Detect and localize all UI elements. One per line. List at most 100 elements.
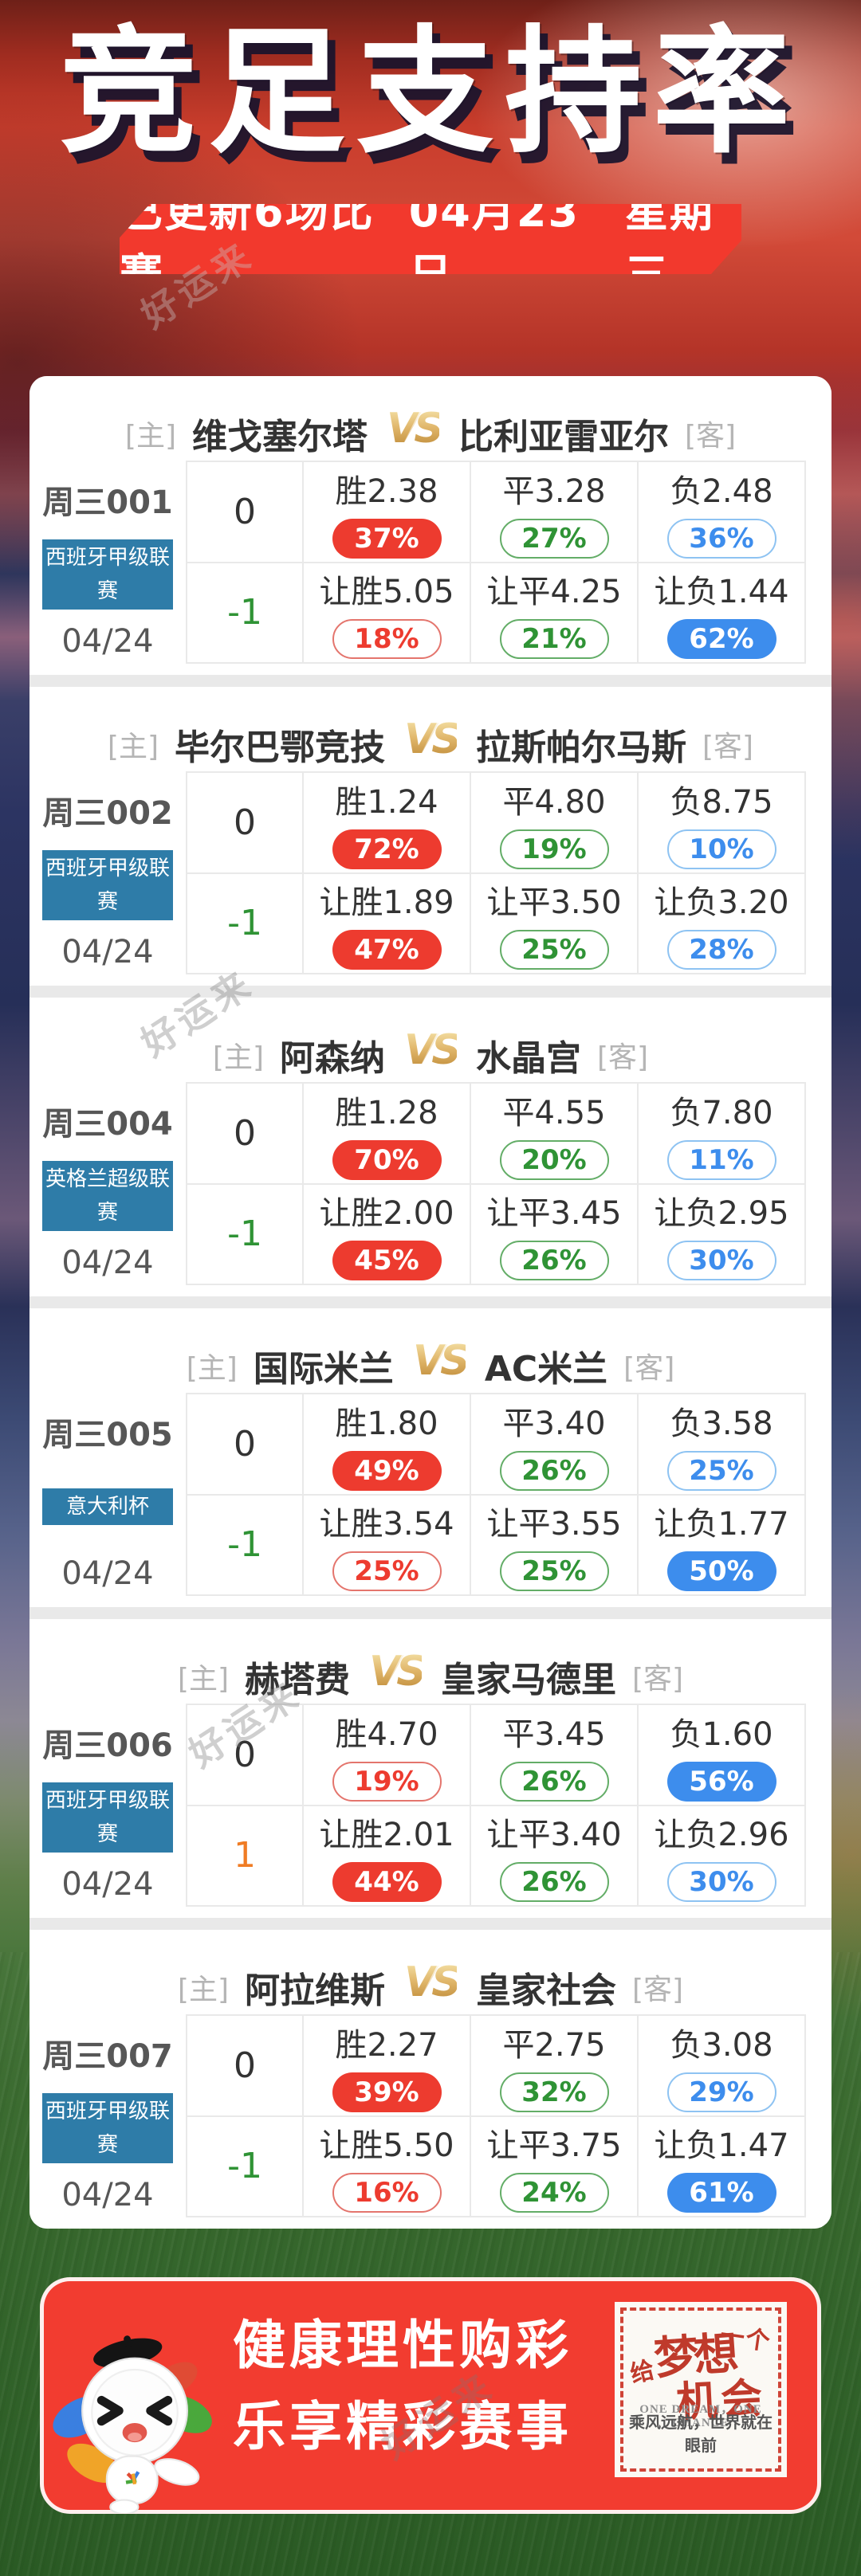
stamp-cal-one: 一个 xyxy=(718,2321,773,2357)
match-header: [主] 毕尔巴鄂竞技 VS 拉斯帕尔马斯 [客] xyxy=(29,687,832,770)
match-card: [主] 维戈塞尔塔 VS 比利亚雷亚尔 [客] 周三001 西班牙甲级联赛 04… xyxy=(29,376,832,675)
match-date: 04/24 xyxy=(61,623,154,660)
odds-cell: 胜2.38 37% xyxy=(302,462,470,562)
odds-cell: 让胜5.50 16% xyxy=(302,2116,470,2216)
support-pct-pill: 25% xyxy=(499,930,609,970)
support-pct-pill: 70% xyxy=(332,1139,442,1180)
odds-cell: 平2.75 32% xyxy=(470,2016,637,2115)
home-team-name: 阿森纳 xyxy=(280,1038,385,1079)
league-badge: 西班牙甲级联赛 xyxy=(42,2093,173,2163)
odds-label: 平3.28 xyxy=(502,472,606,510)
odds-cell: 负3.58 25% xyxy=(637,1394,804,1494)
match-date: 04/24 xyxy=(61,1866,154,1903)
support-pct-pill: 49% xyxy=(332,1450,442,1491)
support-pct-pill: 39% xyxy=(332,2072,442,2112)
odds-label: 让平3.45 xyxy=(486,1195,622,1233)
odds-row: 让胜5.50 16% 让平3.75 24% 让负1.47 61% xyxy=(302,2116,804,2216)
handicap-value: -1 xyxy=(227,2146,262,2187)
support-pct-pill: 56% xyxy=(666,1761,776,1802)
match-info-column: 周三002 西班牙甲级联赛 04/24 xyxy=(29,770,186,986)
odds-cell: 平3.45 26% xyxy=(470,1705,637,1805)
support-pct-pill: 44% xyxy=(332,1862,442,1903)
support-pct-pill: 36% xyxy=(666,518,776,559)
match-info-column: 周三001 西班牙甲级联赛 04/24 xyxy=(29,459,186,675)
dream-stamp-border: 给 梦想 一个 机会 ONE DREAM，ONE CHANCE 乘风远航，世界就… xyxy=(620,2307,781,2472)
odds-label: 让负3.20 xyxy=(654,884,789,922)
home-team-name: 赫塔费 xyxy=(245,1660,350,1700)
odds-label: 平4.80 xyxy=(502,783,606,821)
league-badge: 英格兰超级联赛 xyxy=(42,1161,173,1231)
odds-label: 让平3.75 xyxy=(486,2127,622,2165)
odds-label: 让平3.55 xyxy=(486,1506,622,1543)
odds-label: 让平3.40 xyxy=(486,1817,622,1854)
support-pct-pill: 37% xyxy=(332,518,442,559)
support-pct-pill: 11% xyxy=(666,1139,776,1180)
odds-label: 让平4.25 xyxy=(486,574,622,611)
odds-cell: 胜1.80 49% xyxy=(302,1394,470,1494)
odds-row-container: 0 胜1.24 72% 平4.80 19% 负8.75 10% xyxy=(187,773,804,872)
odds-label: 负2.48 xyxy=(670,472,773,510)
mascot-arm xyxy=(154,2458,200,2486)
odds-label: 负3.58 xyxy=(670,1405,773,1442)
odds-cell: 让负1.47 61% xyxy=(637,2116,804,2216)
match-id: 周三002 xyxy=(42,795,173,832)
odds-row: 胜2.38 37% 平3.28 27% 负2.48 36% xyxy=(302,462,804,562)
odds-cell: 平4.55 20% xyxy=(470,1084,637,1183)
away-tag-label: [客] xyxy=(597,1041,649,1074)
league-badge-slot: 西班牙甲级联赛 xyxy=(42,2081,173,2175)
support-pct-pill: 61% xyxy=(666,2173,776,2213)
league-badge: 西班牙甲级联赛 xyxy=(42,539,173,610)
odds-table: 0 胜1.24 72% 平4.80 19% 负8.75 10% -1 让胜1.8… xyxy=(186,771,806,974)
match-card: [主] 赫塔费 VS 皇家马德里 [客] 周三006 西班牙甲级联赛 04/24… xyxy=(29,1619,832,1918)
match-body: 周三005 意大利杯 04/24 0 胜1.80 49% 平3.40 26% 负… xyxy=(29,1391,832,1607)
match-info-column: 周三005 意大利杯 04/24 xyxy=(29,1391,186,1607)
match-id: 周三001 xyxy=(42,484,173,521)
match-info-column: 周三006 西班牙甲级联赛 04/24 xyxy=(29,1702,186,1918)
match-body: 周三004 英格兰超级联赛 04/24 0 胜1.28 70% 平4.55 20… xyxy=(29,1080,832,1296)
support-pct-pill: 32% xyxy=(499,2072,609,2112)
support-pct-pill: 25% xyxy=(499,1551,609,1592)
home-tag-label: [主] xyxy=(177,1663,229,1696)
support-pct-pill: 27% xyxy=(499,518,609,559)
match-body: 周三002 西班牙甲级联赛 04/24 0 胜1.24 72% 平4.80 19… xyxy=(29,770,832,986)
odds-row: 胜1.28 70% 平4.55 20% 负7.80 11% xyxy=(302,1084,804,1183)
footer-slogan: 健康理性购彩 乐享精彩赛事 xyxy=(187,2305,618,2468)
support-pct-pill: 50% xyxy=(666,1551,776,1592)
odds-cell: 胜1.28 70% xyxy=(302,1084,470,1183)
odds-cell: 负8.75 10% xyxy=(637,773,804,872)
odds-cell: 让负1.44 62% xyxy=(637,563,804,662)
odds-cell: 胜2.27 39% xyxy=(302,2016,470,2115)
odds-row-container: -1 让胜5.50 16% 让平3.75 24% 让负1.47 61% xyxy=(187,2115,804,2216)
league-badge: 意大利杯 xyxy=(42,1488,173,1525)
handicap-value: 0 xyxy=(234,1734,256,1775)
odds-cell: 胜4.70 19% xyxy=(302,1705,470,1805)
odds-label: 让负1.44 xyxy=(654,574,789,611)
support-pct-pill: 19% xyxy=(499,829,609,869)
support-pct-pill: 25% xyxy=(666,1450,776,1491)
match-info-column: 周三004 英格兰超级联赛 04/24 xyxy=(29,1080,186,1296)
odds-label: 胜1.24 xyxy=(335,783,438,821)
odds-cell: 负7.80 11% xyxy=(637,1084,804,1183)
odds-label: 让胜5.05 xyxy=(319,574,454,611)
odds-table: 0 胜2.38 37% 平3.28 27% 负2.48 36% -1 让胜5.0… xyxy=(186,461,806,664)
odds-table: 0 胜1.28 70% 平4.55 20% 负7.80 11% -1 让胜2.0… xyxy=(186,1082,806,1285)
league-badge-slot: 西班牙甲级联赛 xyxy=(42,838,173,932)
home-tag-label: [主] xyxy=(124,420,176,453)
odds-cell: 让胜2.01 44% xyxy=(302,1806,470,1905)
match-info-column: 周三007 西班牙甲级联赛 04/24 xyxy=(29,2013,186,2229)
odds-row-container: -1 让胜3.54 25% 让平3.55 25% 让负1.77 50% xyxy=(187,1493,804,1594)
odds-cell: 负3.08 29% xyxy=(637,2016,804,2115)
handicap-value: -1 xyxy=(227,1214,262,1255)
match-card: [主] 阿拉维斯 VS 皇家社会 [客] 周三007 西班牙甲级联赛 04/24… xyxy=(29,1930,832,2229)
home-tag-label: [主] xyxy=(186,1352,238,1385)
odds-row: 胜1.24 72% 平4.80 19% 负8.75 10% xyxy=(302,773,804,872)
support-pct-pill: 29% xyxy=(666,2072,776,2112)
match-header: [主] 阿拉维斯 VS 皇家社会 [客] xyxy=(29,1930,832,2013)
league-badge-slot: 西班牙甲级联赛 xyxy=(42,527,173,621)
odds-cell: 让平3.50 25% xyxy=(470,873,637,973)
odds-table: 0 胜4.70 19% 平3.45 26% 负1.60 56% 1 让胜2.01… xyxy=(186,1704,806,1907)
vs-icon: VS xyxy=(401,1025,462,1080)
odds-cell: 平3.40 26% xyxy=(470,1394,637,1494)
vs-icon: VS xyxy=(383,403,444,459)
mascot-belly-pinwheel xyxy=(125,2471,140,2485)
